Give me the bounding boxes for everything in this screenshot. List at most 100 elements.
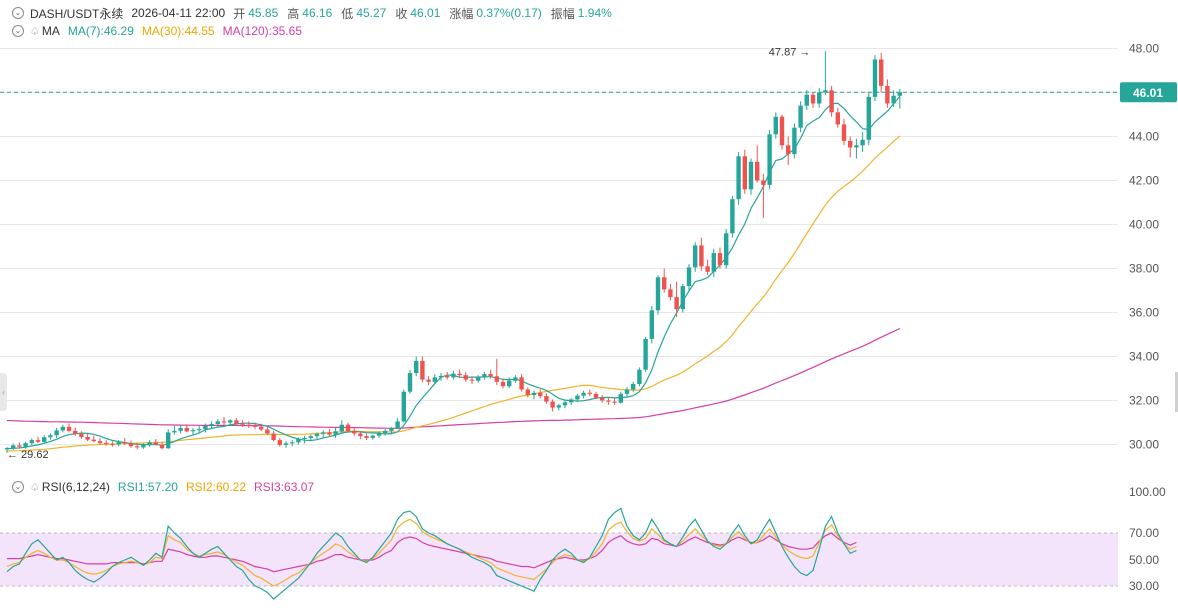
price-axis-tick: 48.00	[1129, 42, 1159, 56]
candle-body	[203, 425, 208, 430]
candle-body	[631, 384, 636, 390]
candle-body	[885, 85, 890, 104]
candle-body	[494, 376, 499, 382]
candle-body	[792, 127, 797, 155]
candle-body	[587, 392, 592, 394]
close-value: 46.01	[410, 6, 441, 20]
candle-body	[432, 377, 437, 382]
candle-body	[35, 440, 41, 442]
rsi-indicator-label[interactable]: RSI(6,12,24)	[41, 480, 110, 494]
collapse-toggle-icon[interactable]: ⌄	[12, 7, 24, 19]
candle-body	[42, 437, 47, 442]
candle-body	[414, 360, 419, 373]
candle-body	[296, 439, 301, 443]
ma30-line	[6, 135, 901, 452]
candle-body	[600, 397, 605, 401]
candle-body	[624, 389, 630, 394]
candle-body	[686, 267, 692, 287]
candle-body	[680, 286, 685, 310]
candle-body	[637, 369, 642, 384]
candle-body	[277, 440, 282, 445]
bell-icon[interactable]: ♤	[30, 25, 40, 38]
candle-body	[376, 433, 382, 436]
candle-body	[135, 446, 140, 448]
candle-body	[761, 180, 766, 185]
price-axis-tick: 44.00	[1129, 130, 1159, 144]
candle-body	[445, 375, 450, 378]
candle-body	[469, 379, 475, 381]
candle-body	[879, 59, 884, 86]
candle-body	[562, 402, 568, 406]
candle-body	[352, 430, 357, 434]
last-price-label: 46.01	[1133, 86, 1163, 100]
candle-body	[339, 424, 344, 432]
candle-body	[197, 429, 202, 431]
rsi-legend: ⌄ ♤ RSI(6,12,24) RSI1:57.20 RSI2:60.22 R…	[12, 479, 322, 495]
rsi-axis-tick: 50.00	[1129, 553, 1159, 567]
ma-collapse-icon[interactable]: ⌄	[12, 25, 24, 37]
candle-body	[463, 375, 468, 380]
candle-body	[525, 389, 530, 395]
right-scroll-handle[interactable]	[1175, 372, 1178, 412]
rsi-bell-icon[interactable]: ♤	[30, 481, 40, 494]
candle-body	[17, 445, 22, 447]
candle-body	[736, 156, 741, 200]
candle-body	[166, 432, 171, 449]
candle-body	[618, 393, 623, 403]
candle-body	[345, 424, 351, 431]
candle-body	[810, 94, 816, 104]
candle-body	[85, 437, 90, 440]
candle-body	[786, 145, 791, 155]
rsi-collapse-icon[interactable]: ⌄	[12, 481, 24, 493]
candle-body	[141, 445, 146, 448]
candle-body	[333, 431, 338, 435]
candle-body	[221, 421, 227, 423]
ma-indicator-label[interactable]: MA	[41, 24, 60, 38]
candle-body	[91, 439, 96, 442]
candle-body	[848, 140, 853, 148]
open-label: 开	[233, 6, 246, 21]
candle-body	[823, 90, 828, 93]
candle-body	[866, 96, 871, 140]
candle-body	[265, 429, 270, 434]
ma120-line	[6, 327, 901, 429]
candle-body	[234, 420, 239, 424]
candle-body	[327, 432, 332, 435]
candle-body	[395, 421, 400, 428]
price-axis-tick: 30.00	[1129, 438, 1159, 452]
candle-datetime: 2026-04-11 22:00	[131, 6, 226, 20]
high-value: 46.16	[302, 6, 333, 20]
price-axis-tick: 32.00	[1129, 394, 1159, 408]
candle-body	[215, 421, 220, 425]
ma120-value: MA(120):35.65	[222, 24, 302, 38]
candle-body	[66, 426, 72, 431]
candle-body	[73, 430, 78, 434]
candle-body	[283, 443, 289, 445]
candle-body	[711, 253, 716, 272]
candle-body	[897, 92, 902, 96]
candle-body	[358, 433, 363, 437]
symbol-name[interactable]: DASH/USDT永续	[30, 6, 124, 21]
candle-body	[209, 424, 214, 426]
candle-body	[841, 124, 847, 141]
candle-body	[228, 420, 233, 423]
candle-body	[593, 393, 599, 398]
candle-body	[79, 433, 84, 438]
low-value: 45.27	[356, 6, 387, 20]
candle-body	[649, 310, 654, 339]
candle-body	[730, 199, 735, 234]
candle-body	[190, 430, 196, 432]
candle-body	[240, 423, 245, 425]
candle-body	[314, 433, 320, 437]
candle-body	[476, 377, 481, 381]
candle-body	[717, 253, 723, 266]
low-label: 低	[341, 6, 354, 21]
candle-body	[674, 297, 679, 310]
rsi-axis-tick: 100.00	[1129, 485, 1166, 499]
candle-body	[488, 374, 493, 377]
candle-body	[872, 59, 878, 97]
candle-body	[581, 392, 586, 396]
left-collapse-handle[interactable]: ‹	[0, 373, 7, 411]
ma7-value: MA(7):46.29	[67, 24, 134, 38]
